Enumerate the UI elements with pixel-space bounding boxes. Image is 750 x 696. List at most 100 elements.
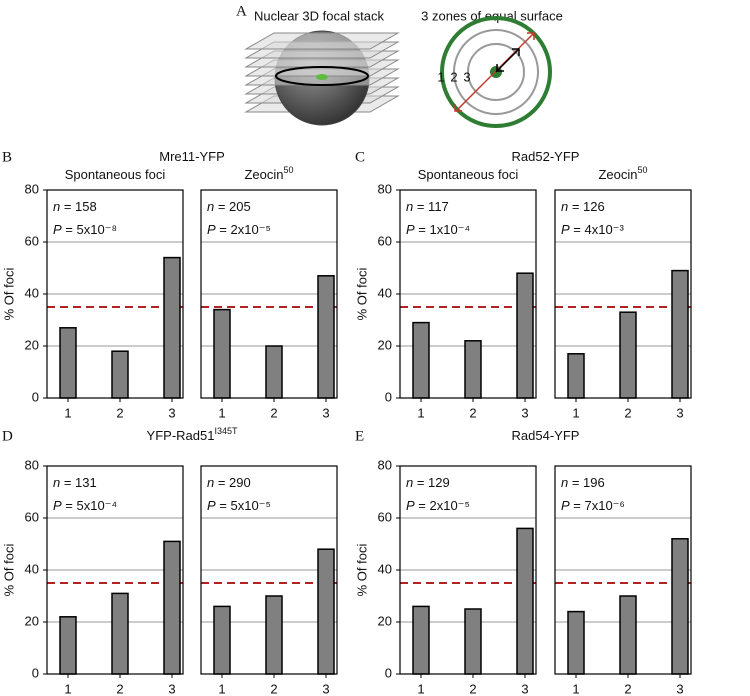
zones [440, 16, 552, 128]
bar [412, 321, 430, 399]
plot-frame [554, 189, 692, 399]
annotation: n = 196 [561, 475, 605, 490]
y-tick-label: 20 [25, 337, 39, 352]
panel-title-main: YFP-Rad51 [147, 428, 215, 443]
bar [111, 350, 129, 399]
subtitle: Zeocin50 [598, 165, 647, 182]
y-tick-label: 80 [378, 181, 392, 196]
y-tick-label: 0 [385, 665, 392, 680]
x-tick-label: 1 [572, 681, 579, 696]
bar [464, 608, 482, 675]
subtitle: Zeocin50 [244, 165, 293, 182]
subtitle-main: Zeocin [244, 167, 283, 182]
x-tick-label: 1 [417, 405, 424, 420]
bar [464, 340, 482, 399]
y-tick-label: 60 [378, 233, 392, 248]
x-tick-label: 2 [270, 681, 277, 696]
plot-frame [46, 465, 184, 675]
y-tick-label: 60 [378, 509, 392, 524]
panel-letter: B [2, 149, 12, 165]
panel-a: A Nuclear 3D focal stack 3 zones of equa… [236, 3, 563, 128]
bar [671, 269, 689, 399]
plot-frame [200, 189, 338, 399]
panel-letter: E [355, 428, 364, 444]
y-axis-label: % Of foci [354, 544, 369, 597]
y-tick-label: 80 [25, 181, 39, 196]
bar [567, 610, 585, 675]
annotation: P = 4x10⁻³ [561, 222, 625, 237]
bar [516, 272, 534, 399]
subtitle: Spontaneous foci [65, 167, 166, 182]
y-tick-label: 20 [378, 337, 392, 352]
subtitle-sup: 50 [284, 165, 294, 175]
subtitle-sup: 50 [638, 165, 648, 175]
x-tick-label: 3 [676, 405, 683, 420]
plot-frame [46, 189, 184, 399]
annotation: P = 1x10⁻⁴ [406, 222, 470, 237]
bar [59, 327, 77, 399]
annotation: n = 126 [561, 199, 605, 214]
y-tick-label: 0 [385, 389, 392, 404]
y-tick-label: 80 [378, 457, 392, 472]
x-tick-label: 3 [676, 681, 683, 696]
bar [567, 353, 585, 399]
y-tick-label: 40 [378, 285, 392, 300]
bar [163, 256, 181, 399]
y-tick-label: 0 [32, 389, 39, 404]
y-tick-label: 0 [32, 665, 39, 680]
y-tick-label: 60 [25, 233, 39, 248]
panel-title: Rad54-YFP [512, 428, 580, 443]
bar [213, 308, 231, 399]
subtitle-main: Spontaneous foci [65, 167, 166, 182]
panel-title: Rad52-YFP [512, 149, 580, 164]
x-tick-label: 1 [572, 405, 579, 420]
x-tick-label: 1 [64, 405, 71, 420]
x-tick-label: 3 [521, 405, 528, 420]
y-tick-label: 80 [25, 457, 39, 472]
plot-frame [554, 465, 692, 675]
bar [619, 595, 637, 675]
panel-title-main: Rad52-YFP [512, 149, 580, 164]
bar [516, 527, 534, 675]
y-tick-label: 40 [378, 561, 392, 576]
x-tick-label: 2 [624, 681, 631, 696]
y-tick-label: 40 [25, 561, 39, 576]
x-tick-label: 2 [624, 405, 631, 420]
x-tick-label: 1 [218, 681, 225, 696]
bar [265, 595, 283, 675]
x-tick-label: 1 [417, 681, 424, 696]
plot-frame [200, 465, 338, 675]
annotation: n = 117 [406, 199, 449, 214]
zone-label: 2 [450, 69, 457, 84]
annotation: n = 158 [53, 199, 97, 214]
x-tick-label: 3 [168, 405, 175, 420]
y-tick-label: 60 [25, 509, 39, 524]
x-tick-label: 2 [469, 681, 476, 696]
x-tick-label: 2 [469, 405, 476, 420]
bar [213, 605, 231, 675]
y-axis-label: % Of foci [354, 268, 369, 321]
y-axis-label: % Of foci [1, 268, 16, 321]
panel-title: Mre11-YFP [159, 149, 225, 164]
x-tick-label: 3 [168, 681, 175, 696]
bar [619, 311, 637, 399]
x-tick-label: 3 [322, 405, 329, 420]
y-tick-label: 40 [25, 285, 39, 300]
y-tick-label: 20 [378, 613, 392, 628]
y-tick-label: 20 [25, 613, 39, 628]
x-tick-label: 2 [116, 681, 123, 696]
annotation: P = 7x10⁻⁶ [561, 498, 625, 513]
x-tick-label: 1 [218, 405, 225, 420]
annotation: n = 290 [207, 475, 251, 490]
bar [111, 592, 129, 675]
annotation: P = 5x10⁻⁴ [53, 498, 117, 513]
annotation: n = 131 [53, 475, 97, 490]
panel-title-main: Mre11-YFP [159, 149, 225, 164]
caption: 3 zones of equal surface [421, 8, 563, 23]
panel-letter: D [2, 428, 13, 444]
x-tick-label: 2 [270, 405, 277, 420]
bar [671, 538, 689, 675]
panel-title-main: Rad54-YFP [512, 428, 580, 443]
bar [265, 345, 283, 399]
